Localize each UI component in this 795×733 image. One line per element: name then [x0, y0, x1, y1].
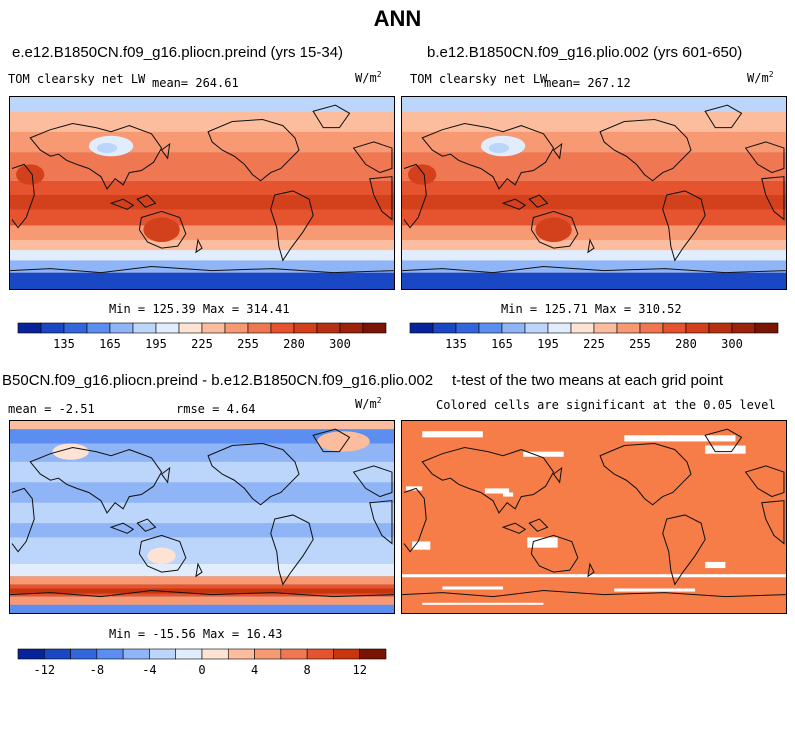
colorbar-diff-tick-label: -12	[33, 663, 55, 677]
colorbar-abs-left-tick-label: 300	[329, 337, 351, 351]
map-case-svg	[10, 97, 394, 289]
colorbar-diff-tick-label: -8	[90, 663, 104, 677]
colorbar-abs-left-swatch	[270, 322, 295, 334]
colorbar-abs-left-swatch	[40, 322, 65, 334]
colorbar-abs-left: 135 165 195 225 255 280 300	[17, 322, 387, 351]
rmse-label-difference: rmse = 4.64	[176, 402, 256, 416]
map-difference	[9, 420, 395, 614]
colorbar-abs-left-tick-label: 280	[283, 337, 305, 351]
map-ttest	[401, 420, 787, 614]
units-label-case: W/m2	[355, 70, 382, 85]
colorbar-diff-tick-label: 8	[304, 663, 311, 677]
colorbar-abs-right-swatch	[685, 322, 710, 334]
colorbar-diff-swatch	[254, 648, 282, 660]
colorbar-abs-left-swatch	[63, 322, 88, 334]
colorbar-abs-right-swatch	[754, 322, 779, 334]
colorbar-abs-left-swatch	[86, 322, 111, 334]
colorbar-abs-right-swatch	[593, 322, 618, 334]
colorbar-abs-left-swatch	[132, 322, 157, 334]
colorbar-abs-left-swatch	[224, 322, 249, 334]
figure-title: ANN	[373, 6, 422, 31]
colorbar-diff-tick-label: 12	[352, 663, 366, 677]
colorbar-abs-right-tick-label: 280	[675, 337, 697, 351]
colorbar-abs-left-swatch	[109, 322, 134, 334]
colorbar-abs-left-swatch	[201, 322, 226, 334]
colorbar-abs-right-swatch	[639, 322, 664, 334]
colorbar-abs-right-swatch	[478, 322, 503, 334]
colorbar-abs-right-swatch	[409, 322, 434, 334]
colorbar-abs-right: 135 165 195 225 255 280 300	[409, 322, 779, 351]
panel-title-ttest: t-test of the two means at each grid poi…	[452, 372, 723, 389]
colorbar-abs-right-swatch	[708, 322, 733, 334]
colorbar-abs-right-swatch	[501, 322, 526, 334]
colorbar-diff-swatch	[70, 648, 98, 660]
colorbar-abs-right-tick-label: 255	[629, 337, 651, 351]
variable-label-control: TOM clearsky net LW	[410, 72, 548, 86]
colorbar-diff-tick-label: 4	[251, 663, 258, 677]
colorbar-abs-left-swatch	[293, 322, 318, 334]
map-control	[401, 96, 787, 290]
colorbar-abs-left-swatch	[247, 322, 272, 334]
colorbar-abs-left-tick-label: 195	[145, 337, 167, 351]
variable-label-case: TOM clearsky net LW	[8, 72, 146, 86]
colorbar-abs-right-swatch	[547, 322, 572, 334]
map-difference-svg	[10, 421, 394, 613]
colorbar-abs-right-tick-label: 300	[721, 337, 743, 351]
colorbar-diff-swatch	[43, 648, 71, 660]
colorbar-diff-swatch	[17, 648, 45, 660]
colorbar-diff-swatch	[227, 648, 255, 660]
colorbar-abs-left-tick-label: 165	[99, 337, 121, 351]
mean-label-difference: mean = -2.51	[8, 402, 95, 416]
colorbar-diff-swatch	[201, 648, 229, 660]
colorbar-diff-swatch	[306, 648, 334, 660]
colorbar-abs-left-tick-label: 225	[191, 337, 213, 351]
colorbar-abs-right-tick-label: 195	[537, 337, 559, 351]
mean-label-control: mean= 267.12	[544, 76, 631, 90]
panel-title-case: e.e12.B1850CN.f09_g16.pliocn.preind (yrs…	[12, 44, 344, 61]
colorbar-abs-left-swatch	[316, 322, 341, 334]
colorbar-abs-right-tick-label: 165	[491, 337, 513, 351]
colorbar-abs-right-swatch	[616, 322, 641, 334]
minmax-case: Min = 125.39 Max = 314.41	[109, 302, 290, 316]
colorbar-diff-swatch	[96, 648, 124, 660]
colorbar-abs-right-swatch	[524, 322, 549, 334]
colorbar-abs-right-swatch	[731, 322, 756, 334]
colorbar-abs-right-swatch	[432, 322, 457, 334]
panel-title-control: b.e12.B1850CN.f09_g16.plio.002 (yrs 601-…	[427, 44, 743, 61]
colorbar-abs-right-swatch	[662, 322, 687, 334]
map-control-svg	[402, 97, 786, 289]
colorbar-abs-left-swatch	[178, 322, 203, 334]
colorbar-abs-right-tick-label: 225	[583, 337, 605, 351]
colorbar-diff-swatch	[149, 648, 177, 660]
mean-label-case: mean= 264.61	[152, 76, 239, 90]
units-label-control: W/m2	[747, 70, 774, 85]
panel-title-difference: B50CN.f09_g16.pliocn.preind - b.e12.B185…	[2, 372, 434, 389]
colorbar-abs-left-tick-label: 255	[237, 337, 259, 351]
colorbar-diff-swatch	[122, 648, 150, 660]
colorbar-diff-swatch	[359, 648, 387, 660]
colorbar-diff-swatch	[280, 648, 308, 660]
colorbar-diff-tick-label: -4	[142, 663, 156, 677]
colorbar-abs-right-swatch	[570, 322, 595, 334]
map-case	[9, 96, 395, 290]
colorbar-diff-swatch	[175, 648, 203, 660]
colorbar-diff: -12 -8 -4 0 4 8 12	[17, 648, 387, 677]
colorbar-abs-left-swatch	[155, 322, 180, 334]
units-label-difference: W/m2	[355, 396, 382, 411]
colorbar-diff-swatch	[333, 648, 361, 660]
colorbar-abs-left-swatch	[339, 322, 364, 334]
map-ttest-svg	[402, 421, 786, 613]
colorbar-abs-left-tick-label: 135	[53, 337, 75, 351]
minmax-control: Min = 125.71 Max = 310.52	[501, 302, 682, 316]
colorbar-abs-right-tick-label: 135	[445, 337, 467, 351]
colorbar-diff-tick-label: 0	[198, 663, 205, 677]
colorbar-abs-left-swatch	[17, 322, 42, 334]
ttest-subtitle: Colored cells are significant at the 0.0…	[436, 398, 776, 412]
colorbar-abs-left-swatch	[362, 322, 387, 334]
minmax-difference: Min = -15.56 Max = 16.43	[109, 627, 283, 641]
colorbar-abs-right-swatch	[455, 322, 480, 334]
